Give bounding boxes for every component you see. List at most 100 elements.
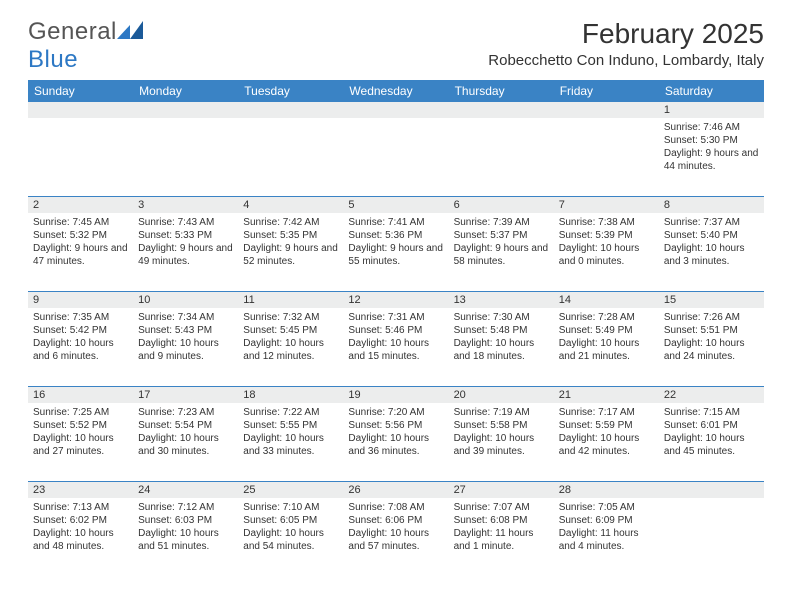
day-header: Saturday: [659, 80, 764, 102]
day-number: 2: [28, 197, 133, 213]
day-header: Friday: [554, 80, 659, 102]
sunset-text: Sunset: 6:06 PM: [348, 514, 443, 527]
sunset-text: Sunset: 6:09 PM: [559, 514, 654, 527]
sunrise-text: Sunrise: 7:10 AM: [243, 501, 338, 514]
title-block: February 2025 Robecchetto Con Induno, Lo…: [488, 18, 764, 69]
daylight-text: Daylight: 10 hours and 0 minutes.: [559, 242, 654, 268]
daylight-text: Daylight: 10 hours and 39 minutes.: [454, 432, 549, 458]
daylight-text: Daylight: 9 hours and 44 minutes.: [664, 147, 759, 173]
sunrise-text: Sunrise: 7:32 AM: [243, 311, 338, 324]
sunset-text: Sunset: 5:42 PM: [33, 324, 128, 337]
day-number: 3: [133, 197, 238, 213]
day-number: 28: [554, 482, 659, 498]
day-number: 5: [343, 197, 448, 213]
day-cell: Sunrise: 7:22 AMSunset: 5:55 PMDaylight:…: [238, 403, 343, 481]
day-cell: Sunrise: 7:30 AMSunset: 5:48 PMDaylight:…: [449, 308, 554, 386]
sunset-text: Sunset: 5:46 PM: [348, 324, 443, 337]
day-number: 8: [659, 197, 764, 213]
week-row: Sunrise: 7:45 AMSunset: 5:32 PMDaylight:…: [28, 213, 764, 292]
day-cell: Sunrise: 7:05 AMSunset: 6:09 PMDaylight:…: [554, 498, 659, 576]
daynum-row: 1: [28, 102, 764, 118]
sunrise-text: Sunrise: 7:46 AM: [664, 121, 759, 134]
week-row: Sunrise: 7:35 AMSunset: 5:42 PMDaylight:…: [28, 308, 764, 387]
day-cell: [28, 118, 133, 196]
day-number: 6: [449, 197, 554, 213]
brand-name-a: General: [28, 18, 117, 45]
daylight-text: Daylight: 10 hours and 12 minutes.: [243, 337, 338, 363]
daylight-text: Daylight: 10 hours and 57 minutes.: [348, 527, 443, 553]
sunset-text: Sunset: 5:51 PM: [664, 324, 759, 337]
day-cell: Sunrise: 7:28 AMSunset: 5:49 PMDaylight:…: [554, 308, 659, 386]
day-cell: Sunrise: 7:35 AMSunset: 5:42 PMDaylight:…: [28, 308, 133, 386]
daylight-text: Daylight: 10 hours and 6 minutes.: [33, 337, 128, 363]
sunset-text: Sunset: 6:01 PM: [664, 419, 759, 432]
sunrise-text: Sunrise: 7:35 AM: [33, 311, 128, 324]
day-number: 7: [554, 197, 659, 213]
day-cell: Sunrise: 7:41 AMSunset: 5:36 PMDaylight:…: [343, 213, 448, 291]
sunset-text: Sunset: 5:52 PM: [33, 419, 128, 432]
sunset-text: Sunset: 5:39 PM: [559, 229, 654, 242]
sunrise-text: Sunrise: 7:19 AM: [454, 406, 549, 419]
daylight-text: Daylight: 10 hours and 45 minutes.: [664, 432, 759, 458]
day-number: 20: [449, 387, 554, 403]
sunrise-text: Sunrise: 7:39 AM: [454, 216, 549, 229]
day-cell: [133, 118, 238, 196]
daylight-text: Daylight: 9 hours and 47 minutes.: [33, 242, 128, 268]
sunset-text: Sunset: 5:58 PM: [454, 419, 549, 432]
brand-name-b: Blue: [28, 46, 78, 73]
sunset-text: Sunset: 5:35 PM: [243, 229, 338, 242]
week-row: Sunrise: 7:46 AMSunset: 5:30 PMDaylight:…: [28, 118, 764, 197]
sunset-text: Sunset: 5:45 PM: [243, 324, 338, 337]
day-cell: Sunrise: 7:19 AMSunset: 5:58 PMDaylight:…: [449, 403, 554, 481]
day-number: 27: [449, 482, 554, 498]
sunrise-text: Sunrise: 7:17 AM: [559, 406, 654, 419]
sunset-text: Sunset: 5:36 PM: [348, 229, 443, 242]
sunrise-text: Sunrise: 7:12 AM: [138, 501, 233, 514]
daylight-text: Daylight: 10 hours and 27 minutes.: [33, 432, 128, 458]
daylight-text: Daylight: 10 hours and 30 minutes.: [138, 432, 233, 458]
daylight-text: Daylight: 10 hours and 51 minutes.: [138, 527, 233, 553]
day-cell: Sunrise: 7:10 AMSunset: 6:05 PMDaylight:…: [238, 498, 343, 576]
day-cell: Sunrise: 7:34 AMSunset: 5:43 PMDaylight:…: [133, 308, 238, 386]
day-number: [554, 102, 659, 118]
day-cell: [238, 118, 343, 196]
day-number: 21: [554, 387, 659, 403]
sunset-text: Sunset: 6:03 PM: [138, 514, 233, 527]
daylight-text: Daylight: 9 hours and 49 minutes.: [138, 242, 233, 268]
sunset-text: Sunset: 5:30 PM: [664, 134, 759, 147]
sunset-text: Sunset: 5:40 PM: [664, 229, 759, 242]
sunrise-text: Sunrise: 7:07 AM: [454, 501, 549, 514]
day-cell: Sunrise: 7:23 AMSunset: 5:54 PMDaylight:…: [133, 403, 238, 481]
sunset-text: Sunset: 5:56 PM: [348, 419, 443, 432]
day-number: [238, 102, 343, 118]
day-cell: Sunrise: 7:39 AMSunset: 5:37 PMDaylight:…: [449, 213, 554, 291]
brand-logo: GeneralBlue: [28, 18, 143, 74]
sunset-text: Sunset: 5:59 PM: [559, 419, 654, 432]
daylight-text: Daylight: 9 hours and 55 minutes.: [348, 242, 443, 268]
sunrise-text: Sunrise: 7:25 AM: [33, 406, 128, 419]
sunrise-text: Sunrise: 7:42 AM: [243, 216, 338, 229]
sunrise-text: Sunrise: 7:22 AM: [243, 406, 338, 419]
day-number: 11: [238, 292, 343, 308]
daynum-row: 16171819202122: [28, 387, 764, 403]
day-cell: Sunrise: 7:37 AMSunset: 5:40 PMDaylight:…: [659, 213, 764, 291]
day-header: Tuesday: [238, 80, 343, 102]
sunrise-text: Sunrise: 7:31 AM: [348, 311, 443, 324]
day-number: [133, 102, 238, 118]
brand-name: GeneralBlue: [28, 18, 143, 74]
day-cell: Sunrise: 7:07 AMSunset: 6:08 PMDaylight:…: [449, 498, 554, 576]
daylight-text: Daylight: 10 hours and 15 minutes.: [348, 337, 443, 363]
sunrise-text: Sunrise: 7:34 AM: [138, 311, 233, 324]
day-header: Monday: [133, 80, 238, 102]
daynum-row: 232425262728: [28, 482, 764, 498]
sunrise-text: Sunrise: 7:41 AM: [348, 216, 443, 229]
day-cell: [449, 118, 554, 196]
day-header: Wednesday: [343, 80, 448, 102]
day-number: 12: [343, 292, 448, 308]
brand-mark-icon: [117, 21, 143, 39]
day-number: 9: [28, 292, 133, 308]
sunrise-text: Sunrise: 7:43 AM: [138, 216, 233, 229]
daylight-text: Daylight: 10 hours and 42 minutes.: [559, 432, 654, 458]
day-cell: Sunrise: 7:32 AMSunset: 5:45 PMDaylight:…: [238, 308, 343, 386]
day-header: Sunday: [28, 80, 133, 102]
